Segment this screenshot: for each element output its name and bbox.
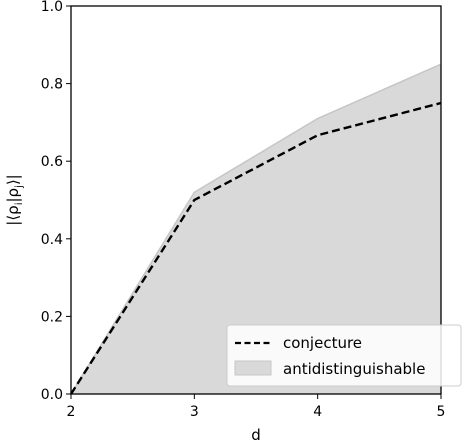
legend-antidistinguishable-swatch xyxy=(234,360,272,376)
x-tick-label: 5 xyxy=(437,404,446,420)
svg-text:|⟨ρi|ρj⟩|: |⟨ρi|ρj⟩| xyxy=(4,174,25,225)
legend-box xyxy=(226,324,462,387)
x-tick-label: 4 xyxy=(313,404,322,420)
legend-conjecture-label: conjecture xyxy=(283,334,362,352)
antidistinguishable-upper-edge xyxy=(70,63,442,395)
antidistinguishable-area xyxy=(71,64,441,394)
y-tick-label: 0.0 xyxy=(41,387,63,403)
x-axis-label: d xyxy=(251,426,261,444)
legend-antidistinguishable-label: antidistinguishable xyxy=(283,360,425,378)
y-tick-label: 1.0 xyxy=(41,0,63,15)
y-tick-label: 0.2 xyxy=(41,309,63,325)
y-tick-label: 0.8 xyxy=(41,77,63,93)
y-axis-ticks: 0.0 0.2 0.4 0.6 0.8 1.0 xyxy=(41,0,71,403)
x-tick-label: 2 xyxy=(67,404,76,420)
x-axis-ticks: 2 3 4 5 xyxy=(67,394,446,420)
y-tick-label: 0.6 xyxy=(41,154,63,170)
y-axis-label: |⟨ρi|ρj⟩| xyxy=(4,174,25,225)
x-tick-label: 3 xyxy=(190,404,199,420)
y-tick-label: 0.4 xyxy=(41,232,63,248)
conjecture-line xyxy=(69,101,442,395)
plot-area xyxy=(69,63,442,395)
legend: conjecture antidistinguishable xyxy=(226,324,462,387)
plot-frame xyxy=(70,5,442,395)
